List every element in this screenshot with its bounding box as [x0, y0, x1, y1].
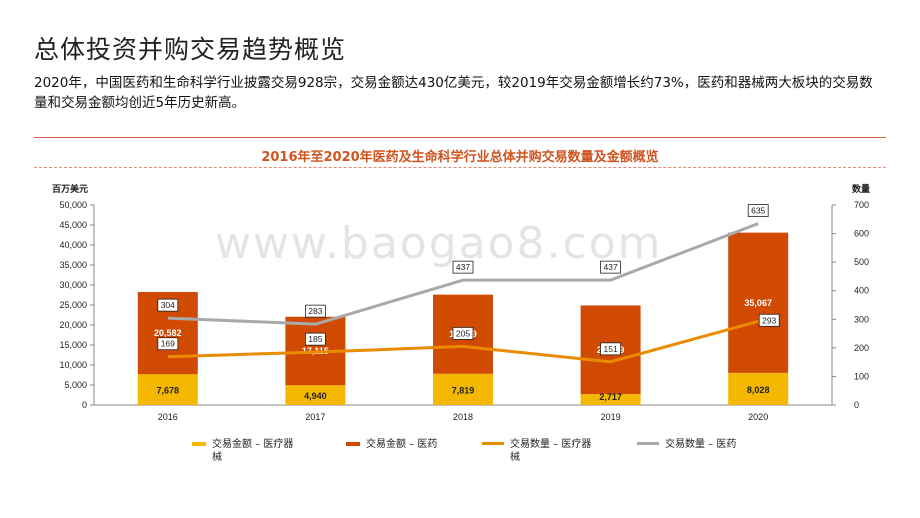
legend-item-pharma-count: 交易数量 – 医药 — [637, 438, 775, 451]
data-label-pharma-count: 437 — [604, 262, 618, 272]
data-label-device-amount: 4,940 — [304, 391, 327, 401]
y-tick-label-right: 200 — [854, 343, 869, 353]
y-tick-label-right: 300 — [854, 314, 869, 324]
y-tick-label-right: 600 — [854, 229, 869, 239]
data-label-box-pharma-count — [747, 204, 769, 217]
x-tick-label: 2020 — [748, 412, 768, 422]
data-label-pharma-count: 635 — [751, 206, 765, 216]
data-label-device-amount: 8,028 — [747, 385, 770, 395]
x-tick-label: 2018 — [453, 412, 473, 422]
data-label-device-amount: 7,819 — [452, 385, 475, 395]
intro-paragraph: 2020年，中国医药和生命科学行业披露交易928宗，交易金额达430亿美元，较2… — [34, 75, 873, 111]
y-tick-label-left: 25,000 — [59, 300, 87, 310]
y-tick-label-left: 15,000 — [59, 340, 87, 350]
y-axis-label-left: 百万美元 — [52, 183, 88, 195]
legend-label: 交易数量 – 医药 — [665, 439, 737, 450]
y-tick-label-left: 30,000 — [59, 280, 87, 290]
data-label-box-pharma-count — [452, 260, 474, 274]
bar-pharma-amount — [728, 232, 789, 373]
data-label-pharma-count: 283 — [308, 306, 322, 316]
y-tick-label-left: 45,000 — [59, 220, 87, 230]
data-label-box-pharma-count — [157, 298, 179, 312]
chart-title-divider — [34, 167, 886, 168]
data-label-box-device-count — [157, 337, 179, 351]
y-tick-label-left: 40,000 — [59, 240, 87, 250]
y-tick-label-left: 50,000 — [59, 200, 87, 210]
data-label-box-device-count — [600, 342, 621, 356]
legend-item-device-count: 交易数量 – 医疗器械 — [482, 438, 600, 464]
x-tick-label: 2019 — [601, 412, 621, 422]
data-label-device-count: 151 — [604, 344, 618, 354]
data-label-box-pharma-count — [600, 260, 621, 274]
y-axis-label-right: 数量 — [852, 183, 870, 195]
legend-swatch — [637, 442, 659, 445]
legend-item-device-amount: 交易金额 – 医疗器械 — [192, 438, 302, 464]
bar-device-amount — [137, 374, 198, 405]
line-device-count — [167, 319, 759, 364]
data-label-box-device-count — [758, 313, 780, 327]
data-label-device-count: 185 — [308, 334, 322, 344]
data-label-device-count: 293 — [762, 315, 776, 325]
y-tick-label-right: 500 — [854, 257, 869, 267]
y-tick-label-right: 400 — [854, 286, 869, 296]
bar-device-amount — [728, 372, 789, 405]
legend-item-pharma-amount: 交易金额 – 医药 — [346, 438, 476, 451]
x-tick-label: 2017 — [305, 412, 325, 422]
bar-device-amount — [433, 373, 493, 405]
y-tick-label-left: 20,000 — [59, 320, 87, 330]
data-label-device-count: 205 — [456, 328, 470, 338]
data-label-pharma-count: 437 — [456, 262, 470, 272]
data-label-pharma-amount: 35,067 — [744, 298, 772, 308]
y-tick-label-left: 5,000 — [64, 380, 87, 390]
bar-device-amount — [285, 385, 346, 405]
chart-title: 2016年至2020年医药及生命科学行业总体并购交易数量及金额概览 — [261, 150, 659, 165]
data-label-box-pharma-count — [304, 304, 326, 318]
legend-swatch — [482, 442, 504, 445]
data-label-pharma-amount: 20,582 — [154, 328, 182, 338]
title-divider — [34, 137, 886, 138]
data-label-device-amount: 7,678 — [157, 386, 180, 396]
legend-label: 交易金额 – 医药 — [366, 439, 438, 450]
legend-swatch — [192, 442, 206, 446]
data-label-box-device-count — [452, 327, 474, 340]
data-label-box-device-count — [304, 332, 326, 346]
line-pharma-count — [167, 222, 759, 326]
y-tick-label-right: 700 — [854, 200, 869, 210]
legend-label: 交易数量 – 医疗器械 — [510, 439, 592, 463]
y-tick-label-left: 10,000 — [59, 360, 87, 370]
page-title: 总体投资并购交易趋势概览 — [34, 35, 347, 64]
y-tick-label-right: 0 — [854, 400, 859, 410]
data-label-device-amount: 2,717 — [599, 392, 622, 402]
y-tick-label-left: 35,000 — [59, 260, 87, 270]
data-label-pharma-count: 304 — [161, 300, 175, 310]
data-label-device-count: 169 — [161, 339, 175, 349]
y-tick-label-right: 100 — [854, 371, 869, 381]
x-tick-label: 2016 — [158, 412, 178, 422]
legend-swatch — [346, 442, 360, 446]
legend-label: 交易金额 – 医疗器械 — [212, 439, 294, 463]
bar-device-amount — [580, 394, 641, 405]
y-tick-label-left: 0 — [82, 400, 87, 410]
